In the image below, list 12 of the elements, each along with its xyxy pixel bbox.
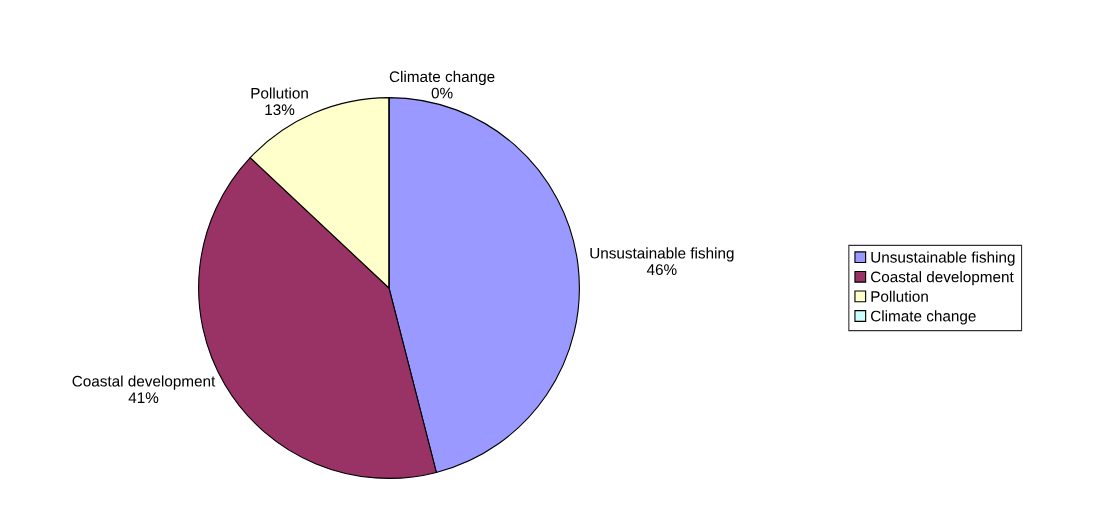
legend-label: Climate change bbox=[871, 310, 976, 325]
legend-label: Coastal development bbox=[871, 271, 1014, 286]
legend-label: Unsustainable fishing bbox=[871, 251, 1015, 266]
category-label: Climate change bbox=[389, 70, 495, 86]
slice-label: Unsustainable fishing bbox=[590, 247, 734, 262]
legend-label: Pollution bbox=[871, 290, 928, 302]
slice-label: Pollution bbox=[251, 87, 308, 99]
data-label: 46% bbox=[646, 264, 677, 276]
slice-label: Coastal development bbox=[72, 375, 216, 390]
data-label: 13% bbox=[265, 104, 295, 116]
data-label: 41% bbox=[128, 392, 159, 404]
text: 0% bbox=[431, 87, 453, 99]
